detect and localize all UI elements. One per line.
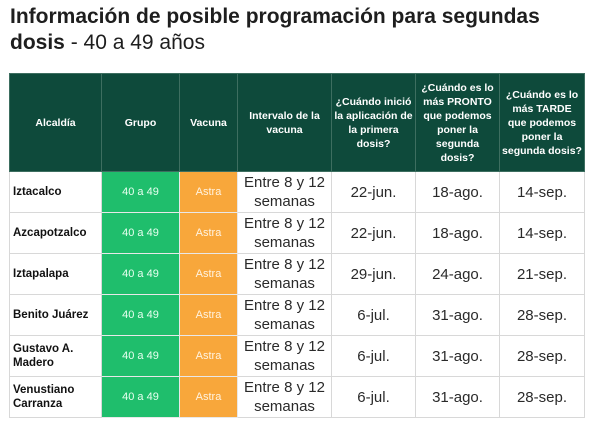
interval-cell: Entre 8 y 12 semanas — [237, 212, 332, 254]
table-row: Iztacalco 40 a 49 Astra Entre 8 y 12 semana… — [9, 171, 585, 213]
alcaldia-cell: Iztacalco — [9, 171, 102, 213]
first-dose-cell: 6-jul. — [331, 376, 416, 418]
header-intervalo: Intervalo de la vacuna — [237, 73, 332, 172]
latest-cell: 21-sep. — [499, 253, 585, 295]
earliest-cell: 31-ago. — [415, 376, 500, 418]
earliest-cell: 31-ago. — [415, 294, 500, 336]
group-cell: 40 a 49 — [101, 212, 180, 254]
title-subtitle: - 40 a 49 años — [64, 31, 205, 54]
alcaldia-cell: Azcapotzalco — [9, 212, 102, 254]
first-dose-cell: 29-jun. — [331, 253, 416, 295]
group-cell: 40 a 49 — [101, 253, 180, 295]
header-primera-dosis: ¿Cuándo inició la aplicación de la prime… — [331, 73, 416, 172]
header-grupo: Grupo — [101, 73, 180, 172]
alcaldia-cell: Iztapalapa — [9, 253, 102, 295]
interval-cell: Entre 8 y 12 semanas — [237, 253, 332, 295]
table-row: Benito Juárez 40 a 49 Astra Entre 8 y 12 se… — [9, 294, 585, 336]
header-alcaldia: Alcaldía — [9, 73, 102, 172]
alcaldia-cell: Venustiano Carranza — [9, 376, 102, 418]
earliest-cell: 24-ago. — [415, 253, 500, 295]
header-vacuna: Vacuna — [179, 73, 238, 172]
latest-cell: 14-sep. — [499, 171, 585, 213]
vaccine-cell: Astra — [179, 171, 238, 213]
first-dose-cell: 22-jun. — [331, 171, 416, 213]
table-row: Azcapotzalco 40 a 49 Astra Entre 8 y 12 sem… — [9, 212, 585, 254]
earliest-cell: 18-ago. — [415, 212, 500, 254]
latest-cell: 14-sep. — [499, 212, 585, 254]
interval-cell: Entre 8 y 12 semanas — [237, 335, 332, 377]
page-title: Información de posible programación para… — [10, 4, 600, 56]
latest-cell: 28-sep. — [499, 294, 585, 336]
first-dose-cell: 6-jul. — [331, 335, 416, 377]
table-row: Iztapalapa 40 a 49 Astra Entre 8 y 12 seman… — [9, 253, 585, 295]
alcaldia-cell: Gustavo A. Madero — [9, 335, 102, 377]
vaccine-cell: Astra — [179, 335, 238, 377]
vaccine-cell: Astra — [179, 253, 238, 295]
latest-cell: 28-sep. — [499, 376, 585, 418]
table-row: Gustavo A. Madero 40 a 49 Astra Entre 8 y 1… — [9, 335, 585, 377]
first-dose-cell: 6-jul. — [331, 294, 416, 336]
vaccine-cell: Astra — [179, 294, 238, 336]
group-cell: 40 a 49 — [101, 335, 180, 377]
first-dose-cell: 22-jun. — [331, 212, 416, 254]
interval-cell: Entre 8 y 12 semanas — [237, 294, 332, 336]
alcaldia-cell: Benito Juárez — [9, 294, 102, 336]
group-cell: 40 a 49 — [101, 376, 180, 418]
latest-cell: 28-sep. — [499, 335, 585, 377]
header-mas-pronto: ¿Cuándo es lo más PRONTO que podemos pon… — [415, 73, 500, 172]
header-row: Alcaldía Grupo Vacuna Intervalo de la va… — [9, 73, 585, 172]
table-row: Venustiano Carranza 40 a 49 Astra Entre 8 y… — [9, 376, 585, 418]
schedule-table: Alcaldía Grupo Vacuna Intervalo de la va… — [9, 73, 585, 418]
interval-cell: Entre 8 y 12 semanas — [237, 171, 332, 213]
group-cell: 40 a 49 — [101, 171, 180, 213]
earliest-cell: 18-ago. — [415, 171, 500, 213]
header-mas-tarde: ¿Cuándo es lo más TARDE que podemos pone… — [499, 73, 585, 172]
earliest-cell: 31-ago. — [415, 335, 500, 377]
group-cell: 40 a 49 — [101, 294, 180, 336]
interval-cell: Entre 8 y 12 semanas — [237, 376, 332, 418]
vaccine-cell: Astra — [179, 376, 238, 418]
title-main: Información de posible programación para… — [10, 5, 540, 54]
vaccine-cell: Astra — [179, 212, 238, 254]
